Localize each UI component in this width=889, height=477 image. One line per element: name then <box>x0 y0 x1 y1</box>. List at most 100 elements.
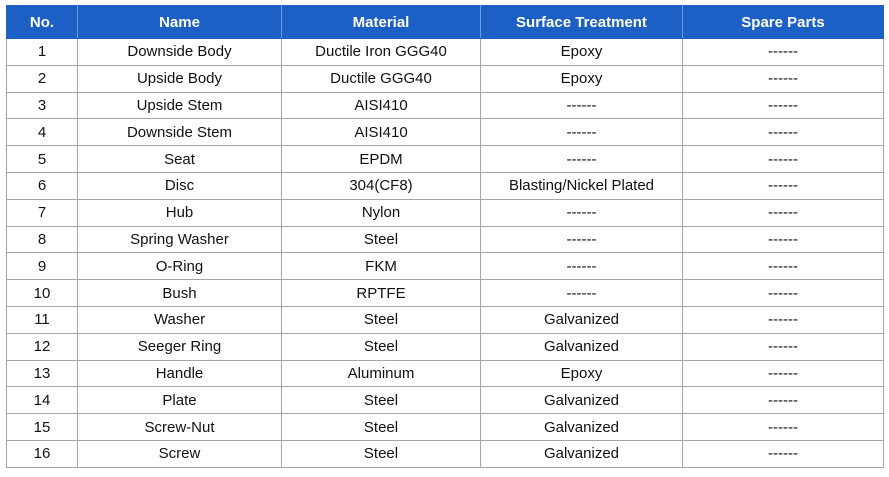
table-cell: Blasting/Nickel Plated <box>480 171 683 200</box>
header-cell: Name <box>77 5 282 39</box>
table-cell: ------ <box>682 279 884 307</box>
header-cell: Spare Parts <box>682 5 884 39</box>
table-row: 1 Downside Body Ductile Iron GGG40 Epoxy ---… <box>6 38 884 66</box>
table-cell: Steel <box>281 305 481 334</box>
table-cell: ------ <box>480 225 683 254</box>
table-cell: Ductile GGG40 <box>281 64 481 93</box>
table-cell: 16 <box>6 439 78 468</box>
table-row: 14 Plate Steel Galvanized ------ <box>6 386 884 415</box>
table-cell: ------ <box>682 332 884 361</box>
table-row: 12 Seeger Ring Steel Galvanized ------ <box>6 332 884 361</box>
table-cell: Seeger Ring <box>77 332 282 361</box>
table-cell: Steel <box>281 439 481 468</box>
table-cell: 13 <box>6 359 78 388</box>
table-cell: 1 <box>6 38 78 66</box>
table-cell: 12 <box>6 332 78 361</box>
table-cell: AISI410 <box>281 91 481 120</box>
table-cell: Aluminum <box>281 359 481 388</box>
table-cell: Epoxy <box>480 359 683 388</box>
table-row: 10 Bush RPTFE ------ ------ <box>6 279 884 307</box>
table-cell: 15 <box>6 413 78 441</box>
table-cell: Epoxy <box>480 38 683 66</box>
table-header: No. Name Material Surface Treatment Spare Pa… <box>6 5 884 39</box>
table-row: 5 Seat EPDM ------ ------ <box>6 145 884 173</box>
table-row: 7 Hub Nylon ------ ------ <box>6 198 884 227</box>
table-cell: ------ <box>682 118 884 147</box>
table-cell: Ductile Iron GGG40 <box>281 38 481 66</box>
table-cell: ------ <box>480 145 683 173</box>
table-cell: ------ <box>682 386 884 415</box>
header-cell: Surface Treatment <box>480 5 683 39</box>
table-cell: Steel <box>281 413 481 441</box>
table-cell: Steel <box>281 386 481 415</box>
table-cell: Plate <box>77 386 282 415</box>
parts-table: No. Name Material Surface Treatment Spare Pa… <box>6 5 884 468</box>
table-row: 2 Upside Body Ductile GGG40 Epoxy ------ <box>6 64 884 93</box>
header-cell: Material <box>281 5 481 39</box>
table-cell: Screw-Nut <box>77 413 282 441</box>
table-cell: ------ <box>682 359 884 388</box>
table-cell: ------ <box>682 198 884 227</box>
header-cell: No. <box>6 5 78 39</box>
header-row: No. Name Material Surface Treatment Spare Pa… <box>6 5 884 39</box>
table-cell: 4 <box>6 118 78 147</box>
table-row: 16 Screw Steel Galvanized ------ <box>6 439 884 468</box>
table-cell: Galvanized <box>480 413 683 441</box>
table-cell: ------ <box>682 91 884 120</box>
table-cell: Galvanized <box>480 386 683 415</box>
table-cell: Spring Washer <box>77 225 282 254</box>
table-cell: AISI410 <box>281 118 481 147</box>
table-cell: Hub <box>77 198 282 227</box>
table-cell: Downside Stem <box>77 118 282 147</box>
table-cell: Galvanized <box>480 332 683 361</box>
table-cell: Upside Body <box>77 64 282 93</box>
table-row: 6 Disc 304(CF8) Blasting/Nickel Plated -----… <box>6 171 884 200</box>
table-cell: Upside Stem <box>77 91 282 120</box>
table-cell: 6 <box>6 171 78 200</box>
table-cell: ------ <box>682 38 884 66</box>
table-cell: O-Ring <box>77 252 282 281</box>
table-cell: 8 <box>6 225 78 254</box>
table-cell: Washer <box>77 305 282 334</box>
table-cell: Galvanized <box>480 439 683 468</box>
table-cell: ------ <box>480 91 683 120</box>
table-row: 15 Screw-Nut Steel Galvanized ------ <box>6 413 884 441</box>
table-cell: ------ <box>682 413 884 441</box>
table-cell: ------ <box>682 64 884 93</box>
table-cell: EPDM <box>281 145 481 173</box>
table-row: 11 Washer Steel Galvanized ------ <box>6 305 884 334</box>
table-cell: Steel <box>281 332 481 361</box>
table-cell: Nylon <box>281 198 481 227</box>
table-cell: ------ <box>480 252 683 281</box>
table-cell: 9 <box>6 252 78 281</box>
table-cell: 10 <box>6 279 78 307</box>
table-cell: 5 <box>6 145 78 173</box>
table-cell: Disc <box>77 171 282 200</box>
table-cell: ------ <box>682 439 884 468</box>
table-cell: Bush <box>77 279 282 307</box>
table-cell: ------ <box>682 305 884 334</box>
table-cell: FKM <box>281 252 481 281</box>
table-cell: ------ <box>480 118 683 147</box>
table-cell: Downside Body <box>77 38 282 66</box>
table-cell: 11 <box>6 305 78 334</box>
table-cell: Seat <box>77 145 282 173</box>
table-cell: ------ <box>682 171 884 200</box>
table-cell: Screw <box>77 439 282 468</box>
table-row: 13 Handle Aluminum Epoxy ------ <box>6 359 884 388</box>
table-cell: Steel <box>281 225 481 254</box>
table-cell: 3 <box>6 91 78 120</box>
table-cell: 7 <box>6 198 78 227</box>
table-cell: Epoxy <box>480 64 683 93</box>
table-cell: ------ <box>682 145 884 173</box>
table-cell: Galvanized <box>480 305 683 334</box>
table-cell: 14 <box>6 386 78 415</box>
table-cell: ------ <box>480 198 683 227</box>
table-row: 3 Upside Stem AISI410 ------ ------ <box>6 91 884 120</box>
table-cell: 2 <box>6 64 78 93</box>
table-cell: RPTFE <box>281 279 481 307</box>
table-row: 9 O-Ring FKM ------ ------ <box>6 252 884 281</box>
table-cell: Handle <box>77 359 282 388</box>
table-cell: ------ <box>682 252 884 281</box>
